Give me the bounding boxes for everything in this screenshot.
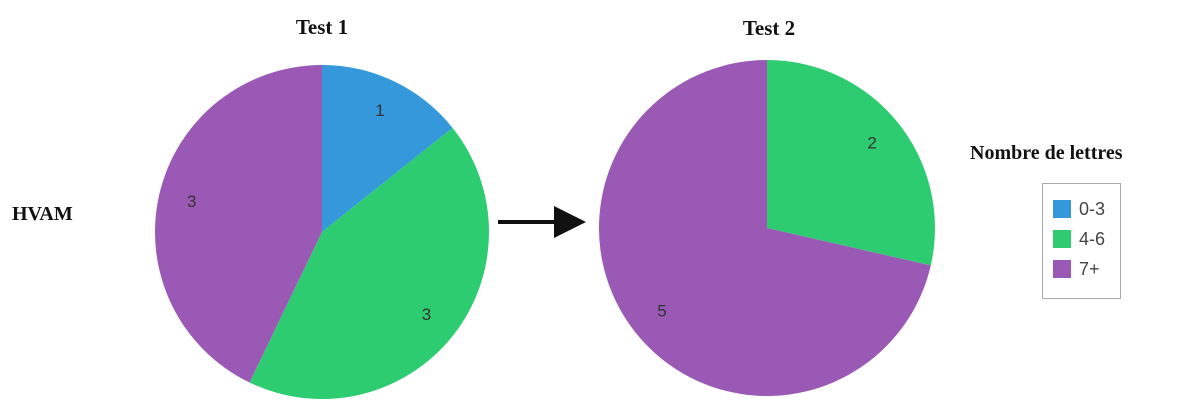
legend-label: 4-6 — [1079, 228, 1106, 249]
legend-label: 7+ — [1079, 258, 1100, 279]
legend-label: 0-3 — [1079, 198, 1106, 219]
pie-slice-7-plus — [154, 65, 322, 383]
legend-swatch — [1053, 260, 1071, 278]
pie-slice-4-6 — [767, 60, 936, 266]
pie-test-1: 1 3 3 — [154, 65, 489, 400]
slice-label-4-6: 3 — [422, 305, 431, 324]
pie-test-2: 025 — [599, 60, 936, 396]
slice-label-0-3: 1 — [375, 101, 384, 120]
pie-slice-0-3 — [322, 65, 453, 232]
slice-label-4-6: 2 — [867, 134, 876, 153]
legend-item-7-plus: 7+ — [1043, 254, 1120, 284]
legend-swatch — [1053, 200, 1071, 218]
slice-label-7-plus: 3 — [187, 192, 196, 211]
legend-title: Nombre de lettres — [970, 142, 1123, 164]
pie-title-test-2: Test 2 — [742, 16, 796, 40]
row-label: HVAM — [12, 203, 73, 225]
legend-item-0-3: 0-3 — [1043, 194, 1120, 224]
pie-title-test-1: Test 1 — [295, 15, 349, 39]
slice-label-7-plus: 5 — [657, 301, 666, 320]
legend-item-4-6: 4-6 — [1043, 224, 1120, 254]
legend: 0-3 4-6 7+ — [1042, 183, 1121, 299]
legend-swatch — [1053, 230, 1071, 248]
pie-slice-7-plus — [599, 60, 931, 396]
pie-slice-4-6 — [249, 127, 489, 400]
right-arrow-icon — [498, 206, 586, 238]
